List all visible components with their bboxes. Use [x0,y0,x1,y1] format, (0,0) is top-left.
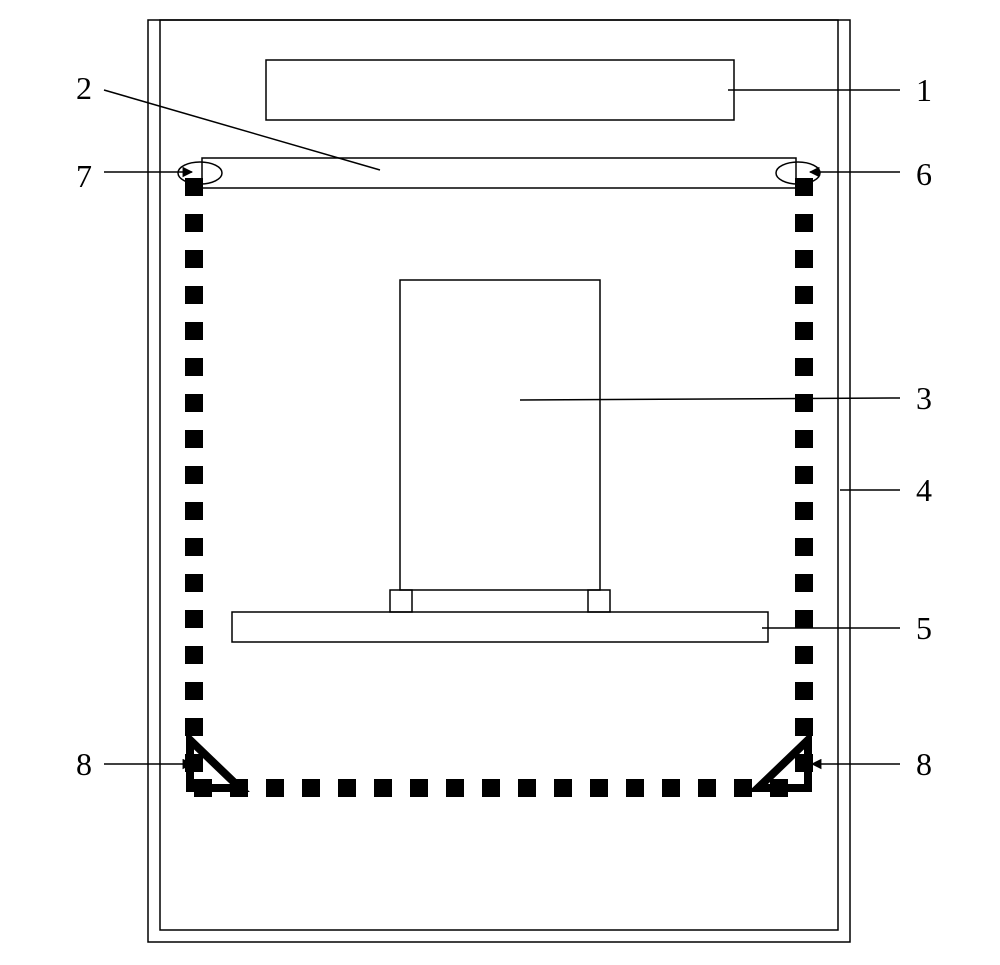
dash-seg [185,322,203,340]
callout-label-8L: 8 [76,746,92,783]
dash-seg [482,779,500,797]
dash-seg [185,214,203,232]
part-2-bar [202,158,796,188]
dash-seg [795,466,813,484]
dash-seg [795,574,813,592]
dash-seg [795,214,813,232]
dash-seg [266,779,284,797]
callout-label-1: 1 [916,72,932,109]
callout-label-6: 6 [916,156,932,193]
dash-seg [185,502,203,520]
dash-seg [734,779,752,797]
dash-seg [554,779,572,797]
dash-seg [795,430,813,448]
callout-label-2: 2 [76,70,92,107]
dash-seg [795,646,813,664]
callout-label-5: 5 [916,610,932,647]
diagram-canvas: 1 2 7 6 3 4 5 8 8 [0,0,1000,965]
dash-seg [185,574,203,592]
dash-seg [185,358,203,376]
dash-seg [185,538,203,556]
dash-seg [795,322,813,340]
dash-seg [795,358,813,376]
dash-seg [795,178,813,196]
dash-seg [338,779,356,797]
part-5-bar [232,612,768,642]
dash-seg [698,779,716,797]
dash-seg [185,430,203,448]
dash-seg [795,394,813,412]
callout-label-3: 3 [916,380,932,417]
dash-seg [446,779,464,797]
part-3-rect [400,280,600,590]
dash-seg [185,250,203,268]
dash-seg [185,178,203,196]
dash-seg [410,779,428,797]
dash-seg [185,394,203,412]
callout-line-3 [520,398,900,400]
dash-seg [590,779,608,797]
callout-label-8R: 8 [916,746,932,783]
callout-label-4: 4 [916,472,932,509]
dash-seg [795,538,813,556]
dash-seg [185,466,203,484]
dash-seg [795,682,813,700]
dash-seg [302,779,320,797]
dash-seg [185,286,203,304]
dash-seg [185,682,203,700]
dash-seg [374,779,392,797]
dash-seg [185,610,203,628]
dash-seg [795,250,813,268]
part-1-rect [266,60,734,120]
dash-seg [795,502,813,520]
callout-label-7: 7 [76,158,92,195]
dash-seg [626,779,644,797]
dash-seg [185,646,203,664]
diagram-svg [0,0,1000,965]
dash-seg [795,286,813,304]
dash-seg [795,610,813,628]
tab-left [390,590,412,612]
dash-seg [518,779,536,797]
tab-right [588,590,610,612]
dash-seg [662,779,680,797]
